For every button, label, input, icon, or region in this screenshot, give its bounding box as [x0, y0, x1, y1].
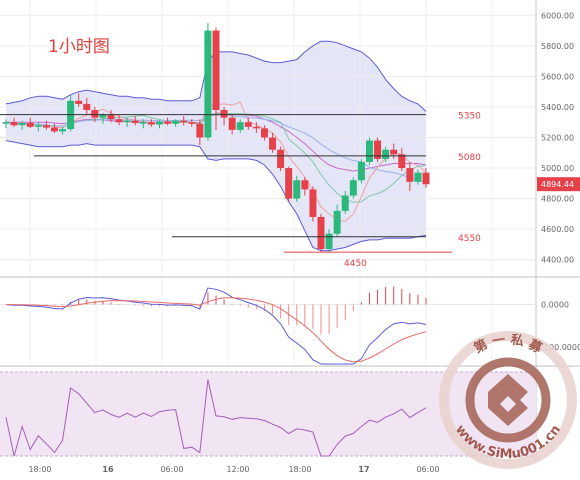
candle-body	[164, 121, 172, 124]
current-price-label: 4894.44	[541, 180, 574, 189]
level-label: 5350	[458, 112, 481, 122]
level-label: 4550	[458, 234, 481, 244]
price-tick-label: 5800.00	[541, 42, 574, 51]
seal-inner-ring	[465, 357, 551, 443]
time-tick-label: 06:00	[416, 465, 439, 474]
time-tick-label: 12:00	[226, 465, 249, 474]
macd-dea-line	[5, 297, 427, 363]
level-label: 4450	[344, 259, 367, 269]
candle-body	[285, 168, 293, 199]
candle-body	[317, 216, 325, 250]
candle-body	[115, 119, 123, 123]
macd-tick-label: -100.0000	[541, 343, 580, 352]
candle-body	[131, 120, 139, 123]
candle-body	[269, 137, 277, 150]
candle-body	[139, 122, 147, 124]
candle-body	[91, 110, 99, 118]
candle-body	[107, 114, 115, 120]
current-price-badge	[537, 177, 580, 192]
candle-body	[172, 120, 180, 124]
candle-body	[212, 30, 220, 110]
candle-body	[406, 168, 414, 182]
candle-body	[333, 210, 341, 234]
candle-body	[244, 122, 252, 127]
price-tick-label: 5600.00	[541, 72, 574, 81]
time-tick-label: 16	[102, 465, 114, 474]
macd-tick-label: 0.0000	[541, 301, 569, 310]
candle-body	[75, 100, 83, 104]
candle-body	[18, 122, 26, 126]
candle-body	[50, 127, 58, 132]
candle-body	[414, 172, 422, 182]
price-tick-label: 4600.00	[541, 225, 574, 234]
candle-body	[99, 114, 107, 118]
candle-body	[26, 122, 34, 127]
candle-body	[196, 123, 204, 138]
macd-panel: 0.0000 -100.0000	[0, 286, 580, 365]
candle-body	[59, 129, 67, 132]
price-tick-label: 5400.00	[541, 103, 574, 112]
bollinger-lower-line	[5, 140, 427, 252]
candle-body	[155, 121, 163, 125]
time-axis: 18:00 16 06:00 12:00 18:00 17 06:00	[28, 465, 439, 474]
candle-body	[390, 149, 398, 155]
candle-body	[147, 122, 155, 125]
candle-body	[83, 103, 91, 110]
candle-body	[188, 122, 196, 124]
candle-body	[236, 122, 244, 130]
seal-outer-ring	[439, 331, 577, 469]
candle-body	[260, 128, 268, 138]
candle-body	[180, 120, 188, 123]
candle-body	[204, 30, 212, 138]
candle-body	[422, 172, 430, 185]
candle-body	[382, 149, 390, 159]
time-tick-label: 06:00	[160, 465, 183, 474]
time-tick-label: 17	[358, 465, 369, 474]
chart-title: 1小时图	[48, 37, 110, 57]
candle-body	[10, 122, 18, 126]
candle-body	[293, 180, 301, 199]
price-tick-label: 4400.00	[541, 256, 574, 265]
level-lines: 5350 5080 4550 4450	[0, 112, 481, 269]
candle-body	[252, 126, 260, 129]
candle-body	[42, 125, 50, 128]
svg-text:第 一 私 募: 第 一 私 募	[471, 332, 545, 357]
candle-body	[301, 180, 309, 190]
price-tick-label: 4800.00	[541, 195, 574, 204]
candle-body	[228, 117, 236, 130]
candle-body	[341, 195, 349, 211]
rsi-line	[5, 379, 427, 457]
candle-body	[123, 120, 131, 123]
price-tick-label: 5000.00	[541, 164, 574, 173]
price-tick-label: 5200.00	[541, 134, 574, 143]
price-tick-label: 6000.00	[541, 11, 574, 20]
candle-body	[220, 110, 228, 118]
candle-body	[349, 180, 357, 196]
candle-body	[357, 161, 365, 181]
price-axis: 4400.00 4600.00 4800.00 5000.00 5200.00 5400.…	[535, 0, 580, 462]
time-tick-label: 18:00	[28, 465, 51, 474]
time-tick-label: 18:00	[288, 465, 311, 474]
macd-dif-line	[5, 287, 427, 365]
seal-emblem	[488, 374, 528, 426]
level-label: 5080	[458, 153, 481, 163]
candle-body	[277, 149, 285, 169]
candle-body	[398, 154, 406, 169]
candle-body	[374, 140, 382, 159]
candle-body	[325, 233, 333, 250]
candle-body	[309, 189, 317, 217]
watermark-seal: 第 一 私 募 www.SiMu001.cn	[439, 331, 577, 469]
candle-body	[2, 122, 10, 124]
candle-body	[365, 140, 373, 162]
candle-body	[34, 125, 42, 127]
watermark-top-text: 第 一 私 募	[471, 332, 545, 357]
